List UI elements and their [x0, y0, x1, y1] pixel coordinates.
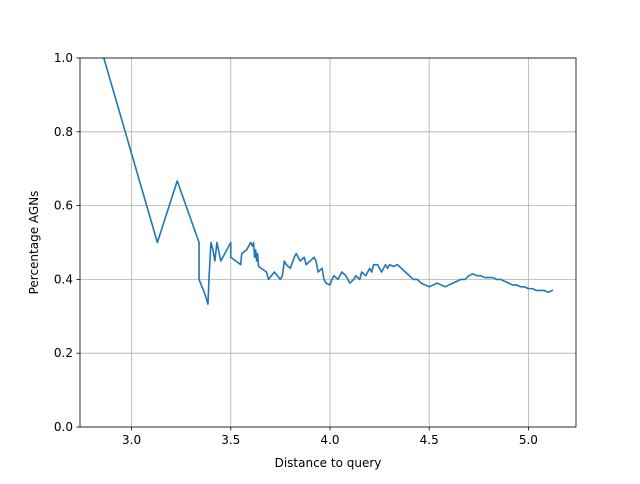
- y-tick-label: 0.6: [54, 199, 73, 213]
- series-line: [102, 58, 554, 305]
- x-tick-label: 5.0: [519, 433, 538, 447]
- x-axis-label: Distance to query: [275, 456, 382, 470]
- y-tick-label: 0.4: [54, 272, 73, 286]
- x-tick-label: 4.5: [420, 433, 439, 447]
- y-tick-label: 0.2: [54, 346, 73, 360]
- y-tick-label: 1.0: [54, 51, 73, 65]
- series-layer: [102, 58, 554, 305]
- y-tick-label: 0.8: [54, 125, 73, 139]
- y-axis-label: Percentage AGNs: [27, 191, 41, 295]
- axis-ticks: 3.0 3.5 4.0 4.5 5.0 0.0 0.2 0.4 0.6 0.8 1.0: [54, 51, 538, 447]
- y-tick-label: 0.0: [54, 420, 73, 434]
- x-tick-label: 4.0: [320, 433, 339, 447]
- x-tick-label: 3.0: [122, 433, 141, 447]
- x-tick-label: 3.5: [221, 433, 240, 447]
- plot-area-frame: [79, 57, 577, 428]
